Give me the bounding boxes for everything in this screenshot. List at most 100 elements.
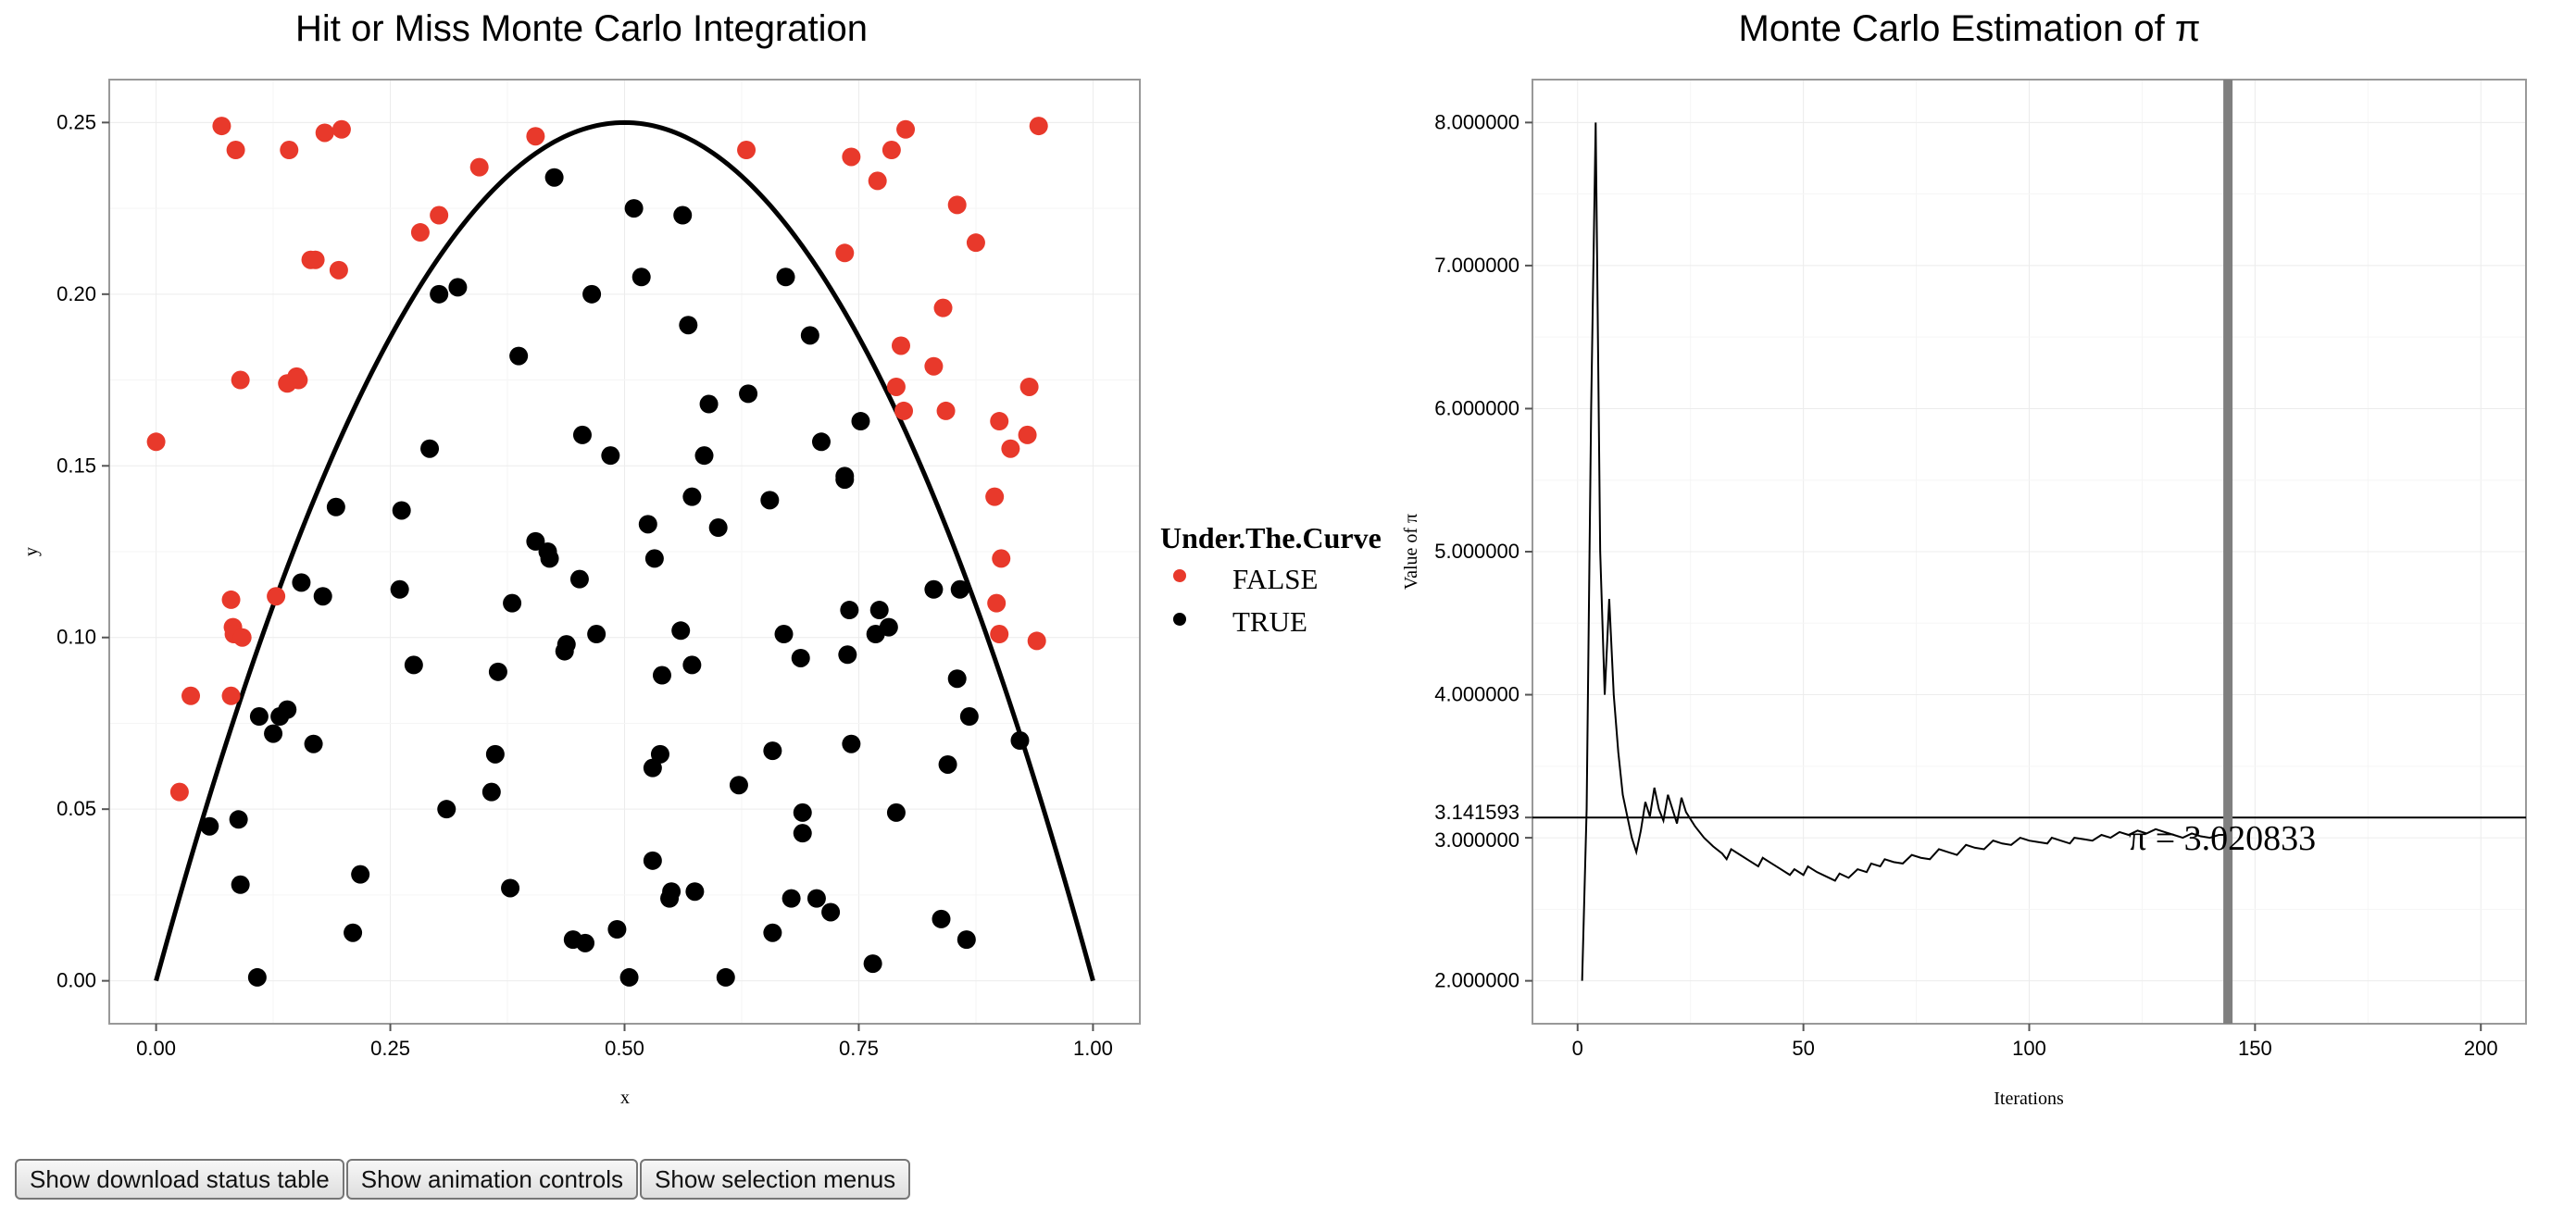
right-y-label: Value of π (1401, 514, 1421, 590)
scatter-point-true (763, 741, 782, 761)
right-chart: Monte Carlo Estimation of π π = 3.020833… (1401, 8, 2527, 1109)
scatter-point-true (556, 635, 576, 654)
scatter-point-false (894, 401, 914, 420)
scatter-point-true (835, 467, 855, 486)
right-x-label: Iterations (1994, 1089, 2064, 1109)
scatter-point-true (392, 501, 411, 520)
right-y-tick-label: 2.000000 (1434, 969, 1519, 992)
scatter-point-true (540, 549, 559, 568)
pi-estimate-line (1581, 122, 2229, 981)
scatter-point-false (231, 370, 250, 390)
right-y-axis: 2.000000 3.000000 3.141593 4.000000 5.000000… (1434, 110, 1532, 992)
scatter-point-true (800, 326, 819, 345)
scatter-point-true (231, 875, 250, 894)
left-y-tick-label: 0.00 (56, 969, 96, 992)
left-y-tick-label: 0.25 (56, 110, 96, 133)
left-y-axis: 0.00 0.05 0.10 0.15 0.20 0.25 (56, 110, 109, 992)
scatter-point-true (576, 933, 595, 952)
scatter-point-false (1019, 377, 1039, 396)
left-curve-line (154, 119, 1095, 982)
scatter-point-true (304, 734, 323, 753)
scatter-point-false (430, 205, 449, 225)
scatter-point-true (760, 491, 780, 510)
scatter-point-false (966, 233, 985, 253)
legend-title: Under.The.Curve (1160, 521, 1382, 554)
scatter-point-true (249, 707, 269, 727)
scatter-point-true (292, 573, 311, 592)
scatter-point-false (868, 171, 887, 191)
scatter-point-false (221, 590, 241, 609)
left-grid (109, 80, 1140, 1024)
right-chart-title: Monte Carlo Estimation of π (1739, 8, 2201, 49)
scatter-point-true (763, 923, 782, 942)
scatter-point-false (221, 686, 241, 705)
scatter-point-false (924, 356, 944, 376)
scatter-point-true (488, 662, 507, 681)
scatter-point-true (509, 346, 529, 366)
scatter-point-false (985, 487, 1005, 506)
scatter-point-true (200, 816, 219, 836)
scatter-point-false (992, 549, 1011, 568)
right-x-tick-label: 0 (1572, 1037, 1583, 1060)
scatter-point-true (582, 284, 602, 304)
scatter-point-true (842, 734, 861, 753)
right-y-tick-label: 7.000000 (1434, 254, 1519, 277)
scatter-point-true (694, 446, 714, 466)
scatter-point-false (232, 628, 252, 647)
legend-false-label: FALSE (1232, 563, 1318, 595)
left-x-tick-label: 0.75 (839, 1037, 879, 1060)
left-points (146, 117, 1048, 987)
scatter-point-true (821, 902, 841, 922)
scatter-point-true (851, 412, 870, 431)
scatter-point-false (835, 243, 855, 263)
scatter-point-false (896, 119, 916, 139)
scatter-point-false (331, 119, 351, 139)
scatter-point-true (643, 758, 662, 778)
scatter-point-false (737, 141, 757, 160)
scatter-point-true (631, 268, 651, 287)
left-y-tick-label: 0.10 (56, 626, 96, 649)
scatter-point-true (503, 593, 522, 613)
scatter-point-true (682, 655, 702, 675)
left-chart: Hit or Miss Monte Carlo Integration 0.00… (21, 8, 1141, 1108)
scatter-point-false (990, 412, 1009, 431)
right-y-tick-label: 5.000000 (1434, 540, 1519, 563)
scatter-point-true (313, 587, 332, 606)
left-x-tick-label: 1.00 (1073, 1037, 1113, 1060)
scatter-point-true (247, 967, 267, 987)
scatter-point-true (679, 316, 698, 335)
scatter-point-true (437, 800, 456, 819)
right-y-tick-label: 6.000000 (1434, 396, 1519, 419)
scatter-point-true (959, 707, 979, 727)
right-x-axis: 0 50 100 150 200 (1572, 1024, 2498, 1060)
show-download-status-button[interactable]: Show download status table (15, 1159, 344, 1200)
legend: Under.The.Curve FALSE TRUE (1160, 521, 1382, 638)
scatter-point-false (882, 141, 901, 160)
scatter-point-true (924, 579, 944, 599)
scatter-point-true (807, 889, 826, 908)
legend-false-marker (1173, 569, 1186, 582)
right-x-tick-label: 100 (2012, 1037, 2046, 1060)
right-grid (1532, 80, 2526, 1024)
scatter-point-false (842, 147, 861, 167)
left-x-tick-label: 0.25 (370, 1037, 410, 1060)
scatter-point-true (264, 724, 283, 743)
legend-true-marker (1173, 613, 1186, 626)
show-animation-controls-button[interactable]: Show animation controls (345, 1159, 639, 1200)
scatter-point-true (886, 803, 906, 822)
scatter-point-false (169, 782, 189, 802)
left-y-tick-label: 0.20 (56, 282, 96, 305)
control-buttons: Show download status table Show animatio… (15, 1159, 911, 1200)
scatter-point-false (947, 195, 967, 215)
scatter-point-false (469, 157, 489, 177)
scatter-point-true (863, 954, 882, 974)
scatter-point-true (652, 666, 671, 685)
scatter-point-false (212, 117, 231, 136)
show-selection-menus-button[interactable]: Show selection menus (640, 1159, 911, 1200)
scatter-point-true (326, 497, 345, 516)
scatter-point-true (947, 669, 967, 689)
scatter-point-true (716, 967, 735, 987)
scatter-point-true (601, 446, 620, 466)
left-x-axis: 0.00 0.25 0.50 0.75 1.00 (136, 1024, 1113, 1060)
scatter-point-true (607, 920, 627, 939)
